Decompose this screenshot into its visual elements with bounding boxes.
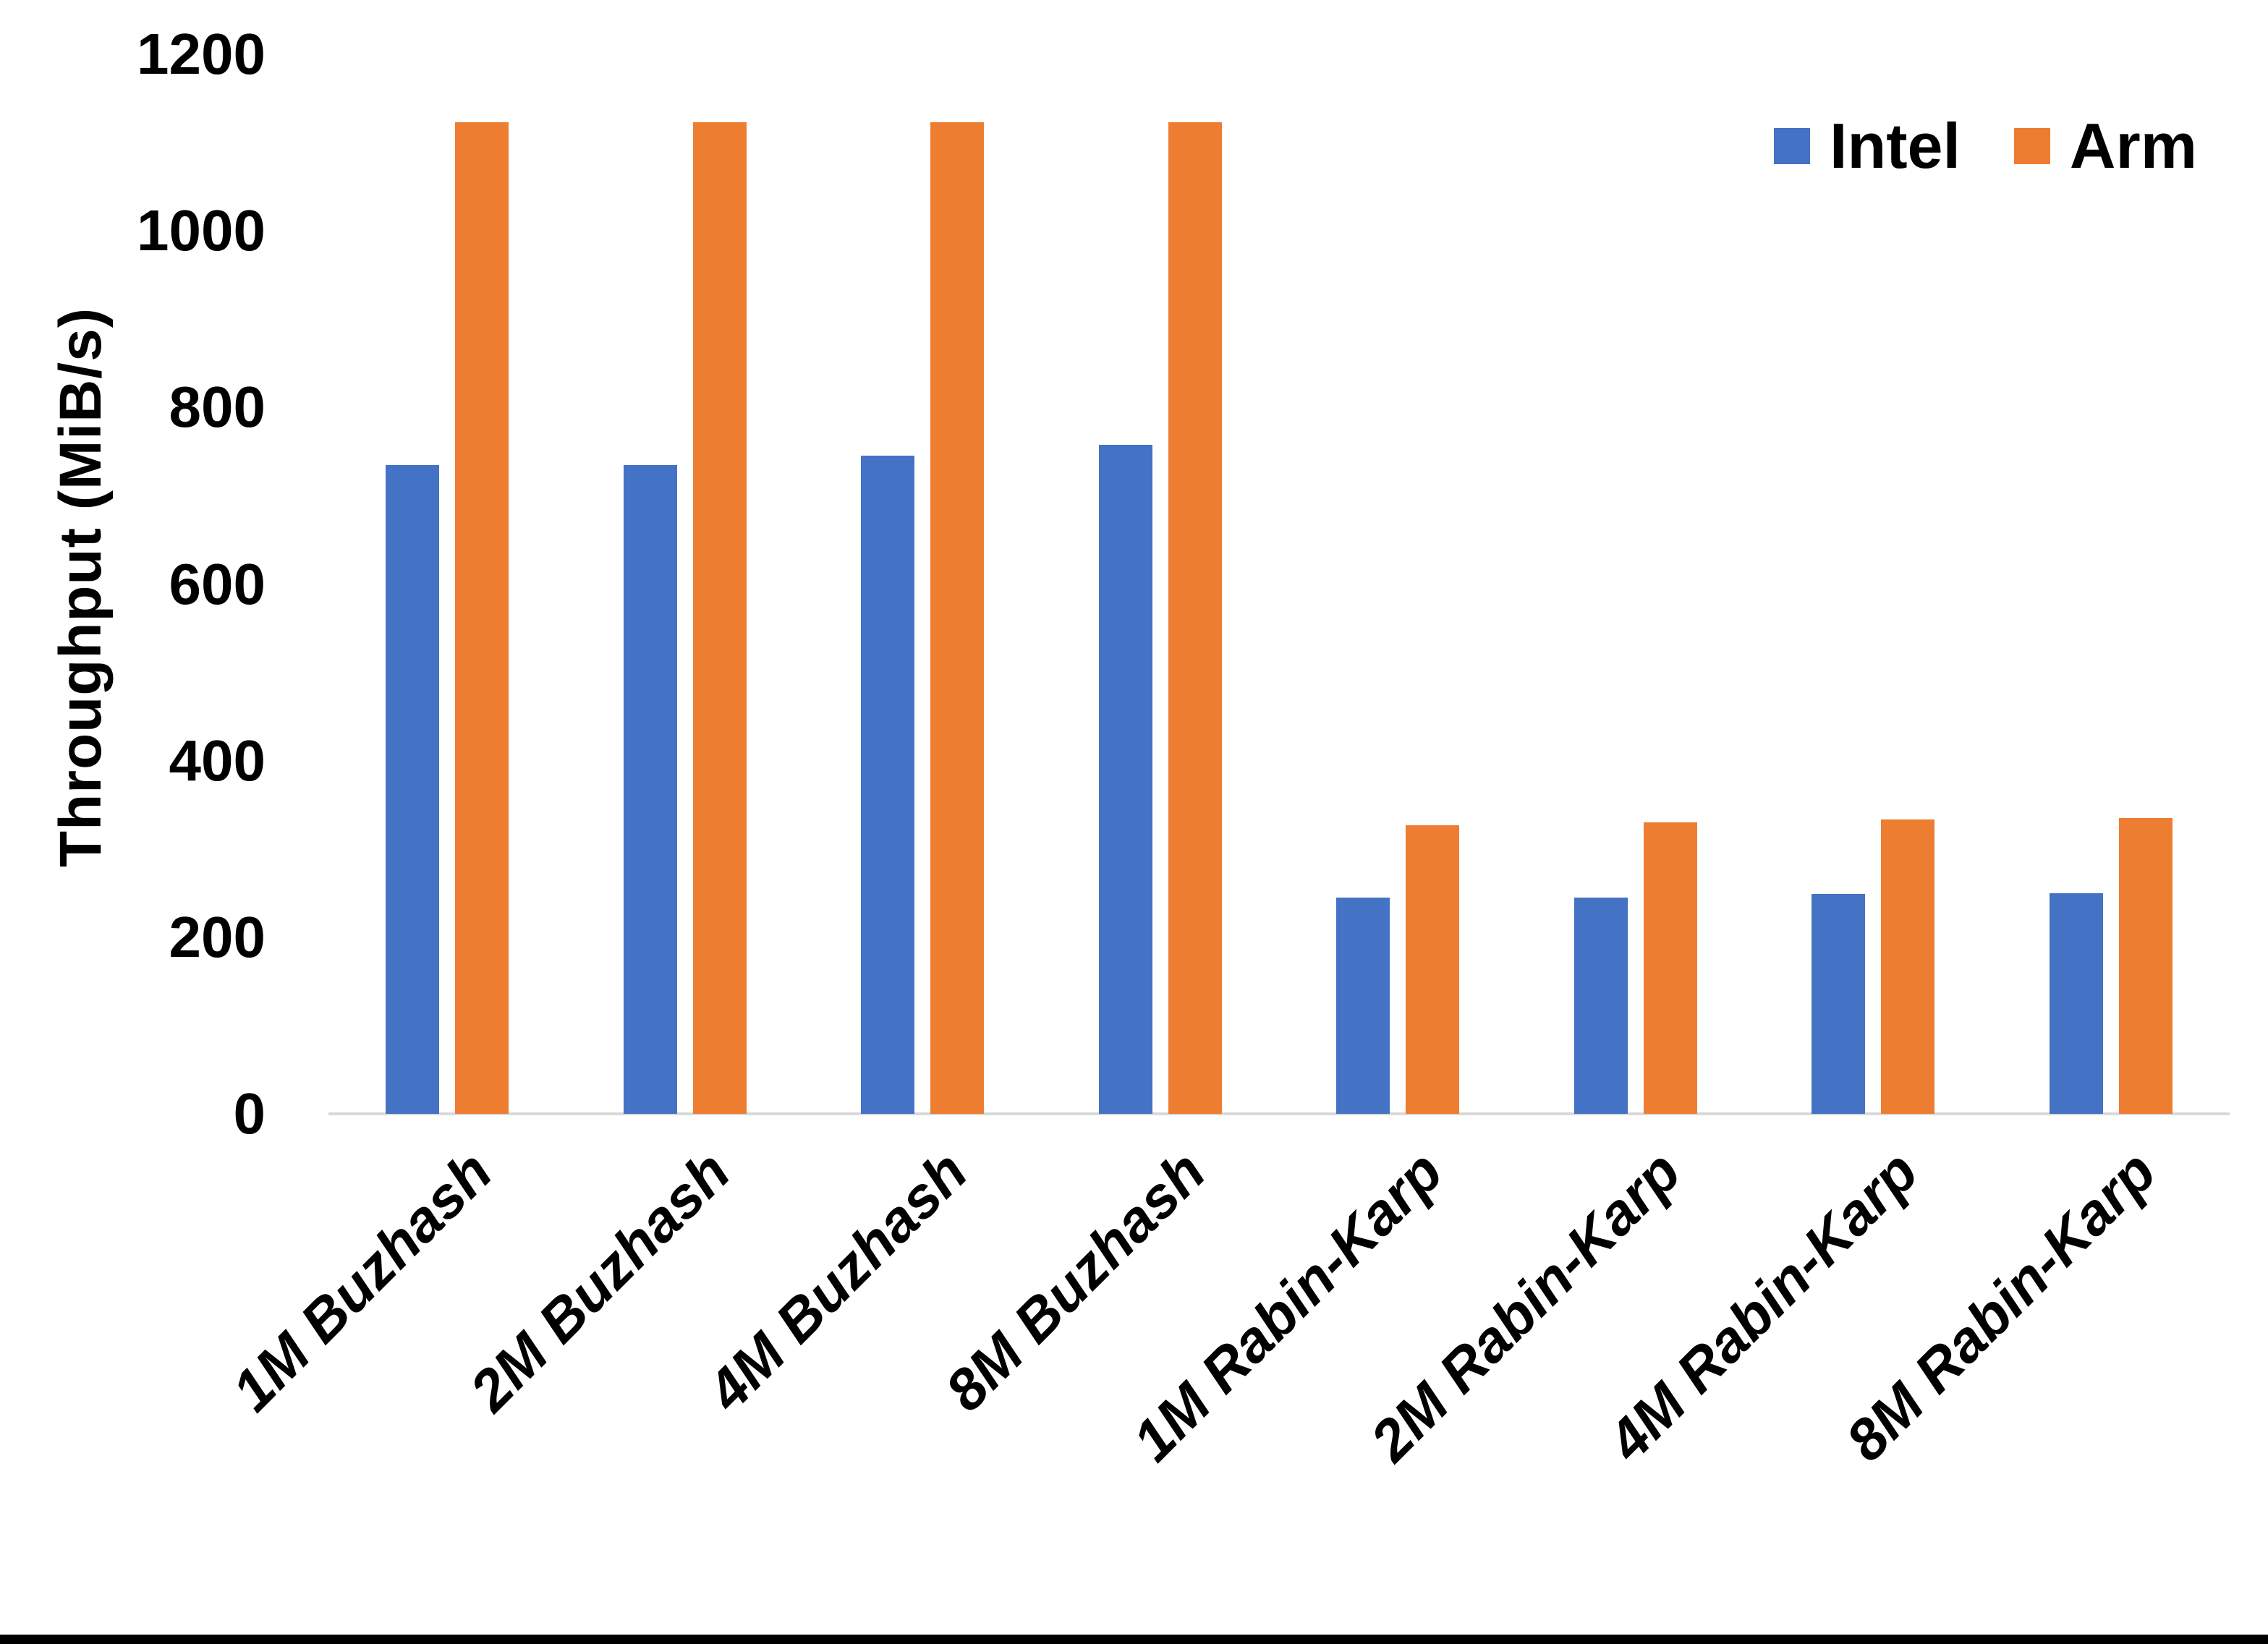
bar-intel-4m-buzhash bbox=[861, 456, 914, 1114]
y-tick-label: 1200 bbox=[137, 22, 266, 86]
bar-arm-4m-rabin-karp bbox=[1881, 819, 1934, 1114]
legend-item-arm: Arm bbox=[2013, 108, 2197, 184]
legend-item-intel: Intel bbox=[1774, 108, 1961, 184]
bar-intel-4m-rabin-karp bbox=[1812, 894, 1865, 1114]
bar-intel-2m-buzhash bbox=[624, 465, 677, 1114]
arm-series-swatch-icon bbox=[2013, 128, 2050, 164]
x-axis-line bbox=[328, 1112, 2230, 1115]
bar-arm-1m-buzhash bbox=[455, 122, 509, 1114]
bar-arm-8m-rabin-karp bbox=[2119, 818, 2173, 1114]
y-tick-label: 800 bbox=[169, 375, 266, 440]
bottom-edge-border bbox=[0, 1635, 2268, 1644]
y-tick-label: 200 bbox=[169, 904, 266, 969]
bar-arm-4m-buzhash bbox=[930, 122, 984, 1114]
y-tick-label: 0 bbox=[233, 1081, 266, 1146]
bar-intel-8m-buzhash bbox=[1099, 445, 1152, 1114]
bar-arm-2m-buzhash bbox=[693, 122, 747, 1114]
y-tick-label: 1000 bbox=[137, 198, 266, 263]
legend: Intel Arm bbox=[1774, 108, 2197, 184]
legend-label-arm: Arm bbox=[2069, 110, 2197, 182]
x-tick-label: 1M Buzhash bbox=[219, 1138, 504, 1423]
y-tick-label: 400 bbox=[169, 728, 266, 793]
intel-series-swatch-icon bbox=[1774, 128, 1810, 164]
bar-intel-8m-rabin-karp bbox=[2050, 893, 2103, 1114]
bar-intel-2m-rabin-karp bbox=[1574, 898, 1628, 1114]
legend-label-intel: Intel bbox=[1830, 110, 1961, 182]
bar-arm-8m-buzhash bbox=[1168, 122, 1222, 1114]
bar-intel-1m-buzhash bbox=[386, 465, 439, 1114]
bar-arm-1m-rabin-karp bbox=[1406, 825, 1459, 1114]
y-tick-label: 600 bbox=[169, 551, 266, 616]
bar-intel-1m-rabin-karp bbox=[1336, 898, 1390, 1114]
bar-arm-2m-rabin-karp bbox=[1644, 822, 1697, 1114]
